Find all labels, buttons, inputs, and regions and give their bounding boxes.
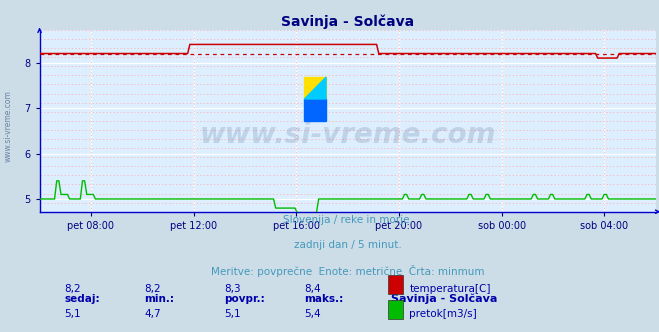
Text: povpr.:: povpr.: xyxy=(224,293,265,303)
Text: 8,4: 8,4 xyxy=(304,285,321,294)
Title: Savinja - Solčava: Savinja - Solčava xyxy=(281,14,415,29)
Bar xyxy=(387,275,403,294)
Text: 8,3: 8,3 xyxy=(224,285,241,294)
Text: pretok[m3/s]: pretok[m3/s] xyxy=(409,309,477,319)
Text: min.:: min.: xyxy=(144,293,174,303)
Text: 5,1: 5,1 xyxy=(224,309,241,319)
Text: Savinja - Solčava: Savinja - Solčava xyxy=(391,293,497,304)
Text: 8,2: 8,2 xyxy=(144,285,161,294)
Text: Meritve: povprečne  Enote: metrične  Črta: minmum: Meritve: povprečne Enote: metrične Črta:… xyxy=(211,265,484,277)
Bar xyxy=(304,99,326,121)
Text: www.si-vreme.com: www.si-vreme.com xyxy=(4,90,13,162)
Text: sedaj:: sedaj: xyxy=(64,293,100,303)
Text: Slovenija / reke in morje.: Slovenija / reke in morje. xyxy=(283,215,413,225)
Text: 5,4: 5,4 xyxy=(304,309,321,319)
Bar xyxy=(304,77,326,99)
Text: 8,2: 8,2 xyxy=(64,285,81,294)
Text: zadnji dan / 5 minut.: zadnji dan / 5 minut. xyxy=(294,240,401,250)
Text: temperatura[C]: temperatura[C] xyxy=(409,285,491,294)
Polygon shape xyxy=(304,77,326,99)
Text: 5,1: 5,1 xyxy=(64,309,81,319)
Text: maks.:: maks.: xyxy=(304,293,344,303)
Text: www.si-vreme.com: www.si-vreme.com xyxy=(200,121,496,149)
Text: 4,7: 4,7 xyxy=(144,309,161,319)
Bar xyxy=(387,300,403,319)
